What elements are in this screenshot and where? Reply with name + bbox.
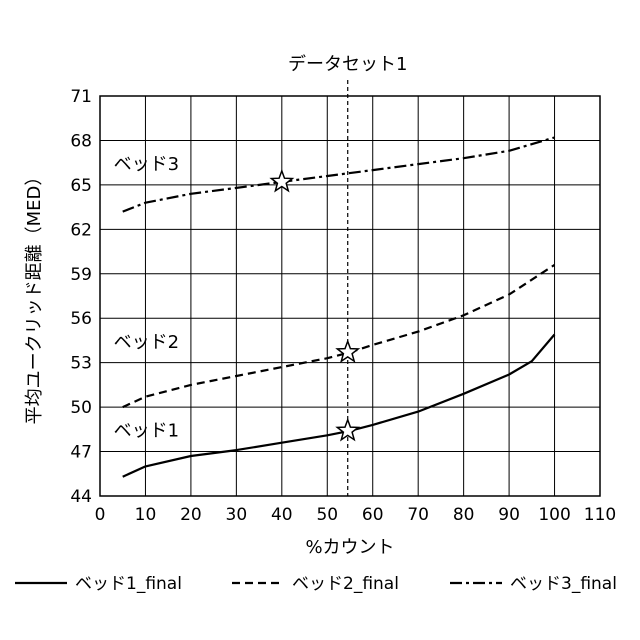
- star-marker: [337, 341, 358, 361]
- series-group: [123, 138, 555, 477]
- x-tick-label: 100: [538, 505, 570, 525]
- x-tick-label: 10: [135, 505, 157, 525]
- annotation-label: ベッド2: [114, 332, 179, 353]
- y-tick-label: 44: [70, 487, 92, 507]
- series-line-2: [123, 265, 555, 407]
- y-tick-label: 62: [70, 220, 92, 240]
- y-tick-label: 47: [70, 443, 92, 463]
- y-tick-label: 68: [70, 131, 92, 151]
- x-tick-label: 40: [271, 505, 293, 525]
- x-tick-label: 20: [180, 505, 202, 525]
- x-tick-label: 110: [584, 505, 616, 525]
- y-tick-label: 50: [70, 398, 92, 418]
- y-tick-label: 65: [70, 176, 92, 196]
- legend-entry-3: ベッド3_final: [510, 574, 617, 594]
- y-tick-label: 71: [70, 87, 92, 107]
- y-tick-labels: 44 47 50 53 56 59 62 65 68 71: [70, 87, 92, 507]
- legend: ベッド1_final ベッド2_final ベッド3_final: [15, 574, 617, 594]
- y-tick-label: 59: [70, 265, 92, 285]
- legend-entry-2: ベッド2_final: [292, 574, 399, 594]
- x-tick-label: 80: [453, 505, 475, 525]
- x-tick-label: 60: [362, 505, 384, 525]
- x-axis-label: %カウント: [305, 537, 394, 558]
- star-marker: [337, 420, 358, 440]
- x-tick-label: 90: [498, 505, 520, 525]
- legend-entry-1: ベッド1_final: [75, 574, 182, 594]
- y-tick-label: 53: [70, 354, 92, 374]
- annotation-label: ベッド1: [114, 421, 179, 442]
- x-tick-label: 70: [407, 505, 429, 525]
- x-tick-label: 50: [316, 505, 338, 525]
- markers-group: [271, 171, 358, 440]
- x-tick-label: 0: [95, 505, 106, 525]
- series-line-3: [123, 138, 555, 212]
- x-tick-labels: 0 10 20 30 40 50 60 70 80 90 100 110: [95, 505, 617, 525]
- y-tick-label: 56: [70, 309, 92, 329]
- y-axis-label: 平均ユークリッド距離（MED）: [24, 168, 45, 425]
- annotation-label: ベッド3: [114, 154, 179, 175]
- x-tick-label: 30: [226, 505, 248, 525]
- reference-line-label: データセット1: [288, 54, 407, 75]
